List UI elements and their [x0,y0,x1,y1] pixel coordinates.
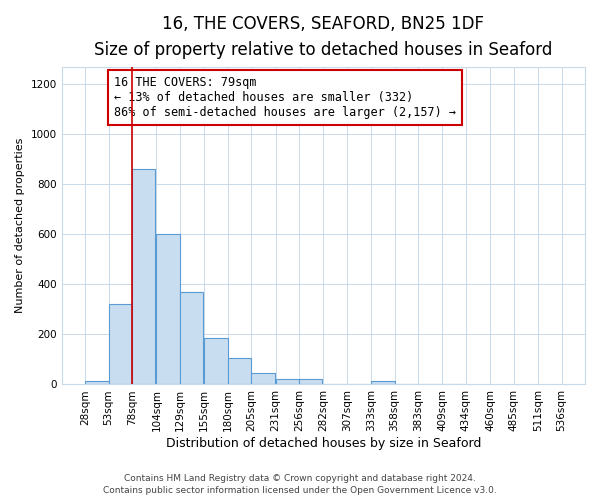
Bar [204,338,227,384]
Bar [157,234,180,384]
Bar [227,358,251,384]
Bar [251,372,275,384]
Y-axis label: Number of detached properties: Number of detached properties [15,138,25,313]
Bar [371,380,395,384]
X-axis label: Distribution of detached houses by size in Seaford: Distribution of detached houses by size … [166,437,481,450]
Text: Contains HM Land Registry data © Crown copyright and database right 2024.
Contai: Contains HM Land Registry data © Crown c… [103,474,497,495]
Bar [132,169,155,384]
Bar [85,382,109,384]
Text: 16 THE COVERS: 79sqm
← 13% of detached houses are smaller (332)
86% of semi-deta: 16 THE COVERS: 79sqm ← 13% of detached h… [114,76,456,119]
Bar [109,304,132,384]
Bar [299,380,322,384]
Bar [275,379,299,384]
Bar [180,292,203,384]
Title: 16, THE COVERS, SEAFORD, BN25 1DF
Size of property relative to detached houses i: 16, THE COVERS, SEAFORD, BN25 1DF Size o… [94,15,553,60]
